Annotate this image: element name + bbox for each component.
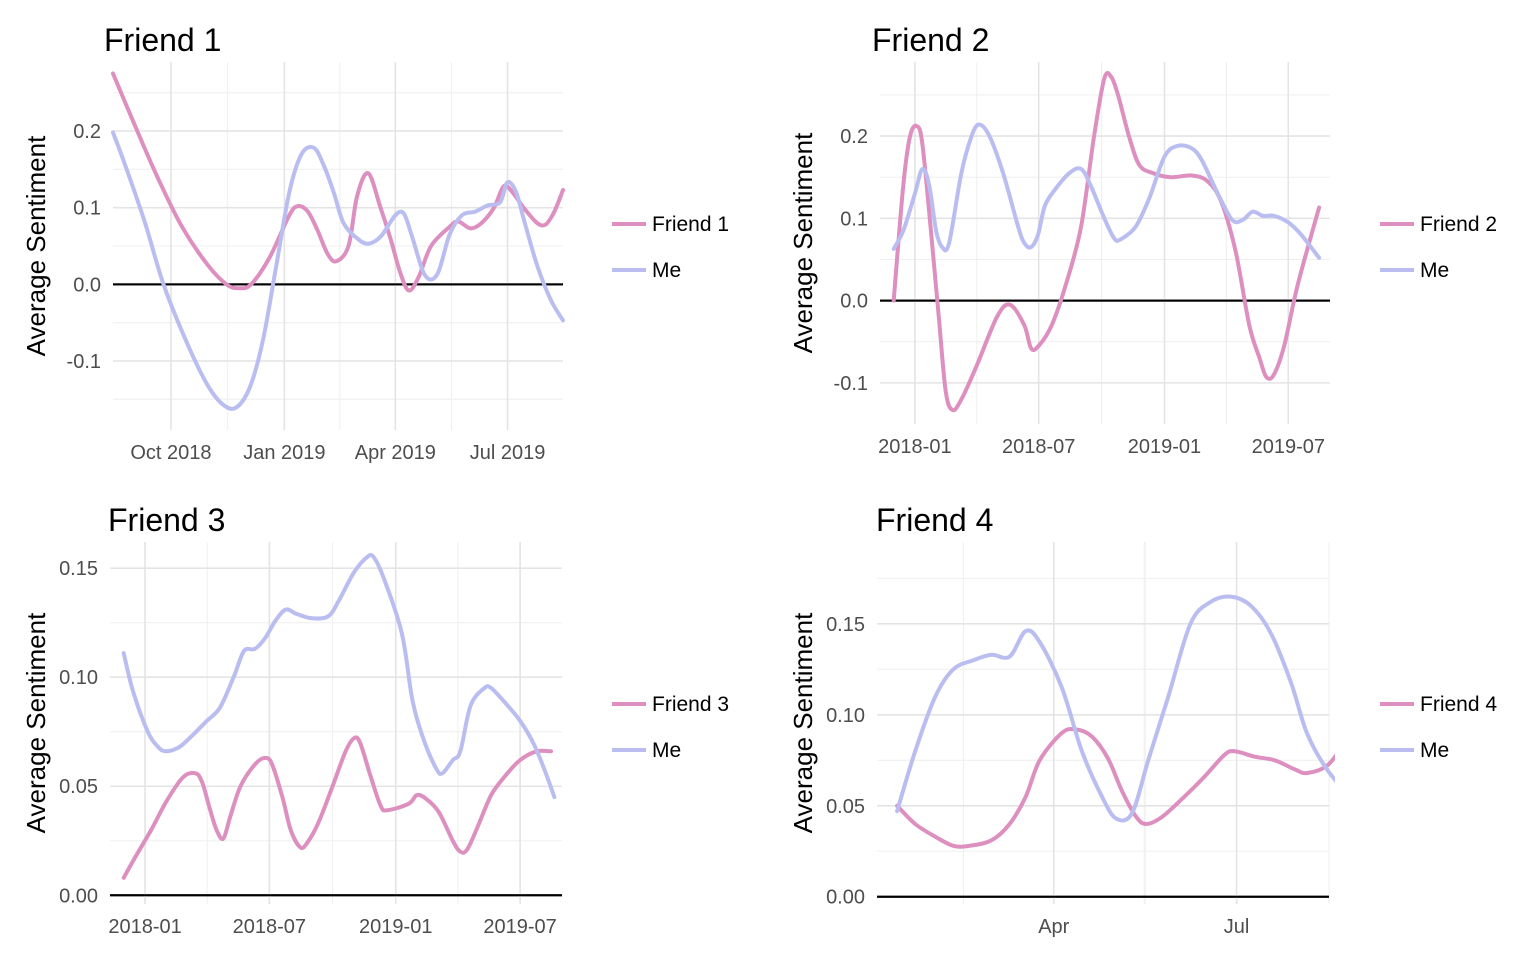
legend-label: Me bbox=[652, 259, 681, 282]
y-tick-label: 0.05 bbox=[59, 776, 98, 798]
y-tick-label: 0.1 bbox=[73, 198, 101, 220]
y-axis-title: Average Sentiment bbox=[21, 135, 51, 356]
panel-title: Friend 4 bbox=[876, 502, 993, 538]
legend-label: Friend 1 bbox=[652, 213, 729, 236]
y-tick-label: 0.2 bbox=[840, 126, 868, 148]
series-line-me bbox=[895, 594, 1335, 823]
y-tick-label: 0.00 bbox=[826, 887, 865, 909]
y-axis-title: Average Sentiment bbox=[788, 132, 818, 353]
y-axis-title: Average Sentiment bbox=[21, 612, 51, 833]
x-tick-label: 2018-07 bbox=[1002, 436, 1075, 458]
y-tick-label: 0.15 bbox=[59, 558, 98, 580]
legend-label: Friend 3 bbox=[652, 693, 729, 716]
x-tick-label: 2019-01 bbox=[1128, 436, 1201, 458]
legend-label: Me bbox=[652, 739, 681, 762]
y-tick-label: 0.05 bbox=[826, 796, 865, 818]
legend-label: Me bbox=[1420, 739, 1449, 762]
panel-3: 0.15 0.10 0.05 0.00 2018-01 2018-07 2019-01 201… bbox=[21, 502, 729, 938]
y-tick-label: 0.1 bbox=[840, 208, 868, 230]
series-line-friend-3 bbox=[121, 735, 553, 880]
y-tick-label: 0.0 bbox=[73, 274, 101, 296]
y-tick-label: 0.0 bbox=[840, 291, 868, 313]
x-tick-label: 2019-07 bbox=[1252, 436, 1325, 458]
y-tick-label: 0.10 bbox=[59, 667, 98, 689]
legend-label: Friend 2 bbox=[1420, 213, 1497, 236]
panel-title: Friend 3 bbox=[108, 502, 225, 538]
y-tick-label: -0.1 bbox=[67, 351, 101, 373]
panel-title: Friend 2 bbox=[872, 22, 989, 58]
x-tick-label: 2019-07 bbox=[483, 916, 556, 938]
legend-label: Friend 4 bbox=[1420, 693, 1497, 716]
y-axis-title: Average Sentiment bbox=[788, 612, 818, 833]
x-tick-label: Jul bbox=[1224, 916, 1250, 938]
x-tick-label: 2018-07 bbox=[233, 916, 306, 938]
series-line-friend-4 bbox=[895, 726, 1335, 849]
y-tick-label: -0.1 bbox=[834, 373, 868, 395]
y-tick-label: 0.2 bbox=[73, 121, 101, 143]
series-line-me bbox=[111, 130, 565, 411]
panel-1: 0.2 0.1 0.0 -0.1 Oct 2018 Jan 2019 Apr 2019 Jul… bbox=[21, 22, 729, 464]
x-tick-label: Oct 2018 bbox=[130, 442, 211, 464]
y-tick-label: 0.15 bbox=[826, 614, 865, 636]
series-line-friend-2 bbox=[891, 70, 1322, 413]
y-tick-label: 0.00 bbox=[59, 885, 98, 907]
x-tick-label: 2018-01 bbox=[108, 916, 181, 938]
x-tick-label: Jan 2019 bbox=[243, 442, 325, 464]
x-tick-label: Apr bbox=[1038, 916, 1069, 938]
series-line-friend-1 bbox=[111, 71, 565, 293]
panel-title: Friend 1 bbox=[104, 22, 221, 58]
panel-4: 0.15 0.10 0.05 0.00 Apr Jul Friend 4 Average Se… bbox=[788, 502, 1497, 938]
y-tick-label: 0.10 bbox=[826, 705, 865, 727]
x-tick-label: 2019-01 bbox=[359, 916, 432, 938]
x-tick-label: Jul 2019 bbox=[470, 442, 546, 464]
panel-2: 0.2 0.1 0.0 -0.1 2018-01 2018-07 2019-01 2019-0… bbox=[788, 22, 1497, 458]
legend-label: Me bbox=[1420, 259, 1449, 282]
x-tick-label: Apr 2019 bbox=[355, 442, 436, 464]
x-tick-label: 2018-01 bbox=[878, 436, 951, 458]
series-line-me bbox=[891, 122, 1322, 260]
series-line-me bbox=[121, 552, 557, 800]
